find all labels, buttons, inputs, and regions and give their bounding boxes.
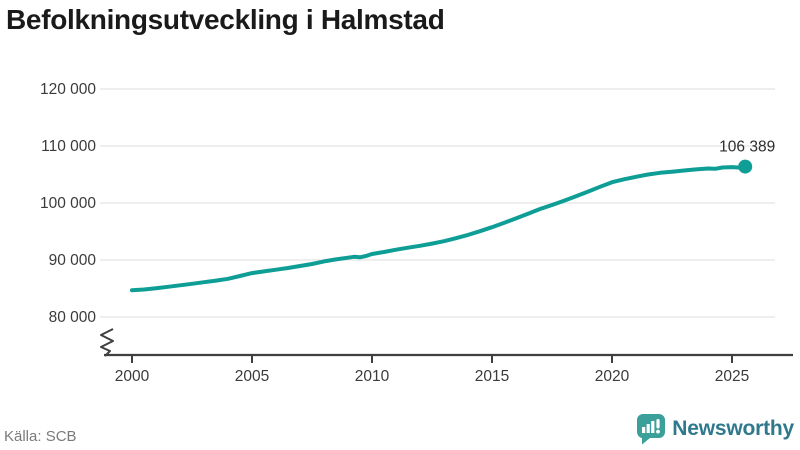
newsworthy-icon xyxy=(637,414,666,445)
x-tick-label: 2020 xyxy=(595,368,630,385)
y-tick-label: 100 000 xyxy=(40,195,96,212)
y-tick-label: 120 000 xyxy=(40,81,96,98)
source-label: Källa: SCB xyxy=(4,428,77,445)
brand-name-label: Newsworthy xyxy=(672,417,794,440)
y-tick-label: 110 000 xyxy=(41,138,96,155)
x-tick-label: 2025 xyxy=(715,368,749,385)
end-point-marker xyxy=(738,159,753,174)
axis-break-icon xyxy=(100,328,114,357)
x-tick-label: 2010 xyxy=(355,368,390,385)
y-tick-label: 80 000 xyxy=(49,309,97,326)
x-tick-label: 2000 xyxy=(115,368,150,385)
x-tick-label: 2015 xyxy=(475,368,509,385)
chart-title: Befolkningsutveckling i Halmstad xyxy=(6,4,445,35)
x-tick-label: 2005 xyxy=(235,368,269,385)
y-tick-label: 90 000 xyxy=(49,252,97,269)
end-point-label: 106 389 xyxy=(719,139,775,156)
brand-logo: Newsworthy xyxy=(636,413,794,445)
population-line xyxy=(130,164,748,293)
